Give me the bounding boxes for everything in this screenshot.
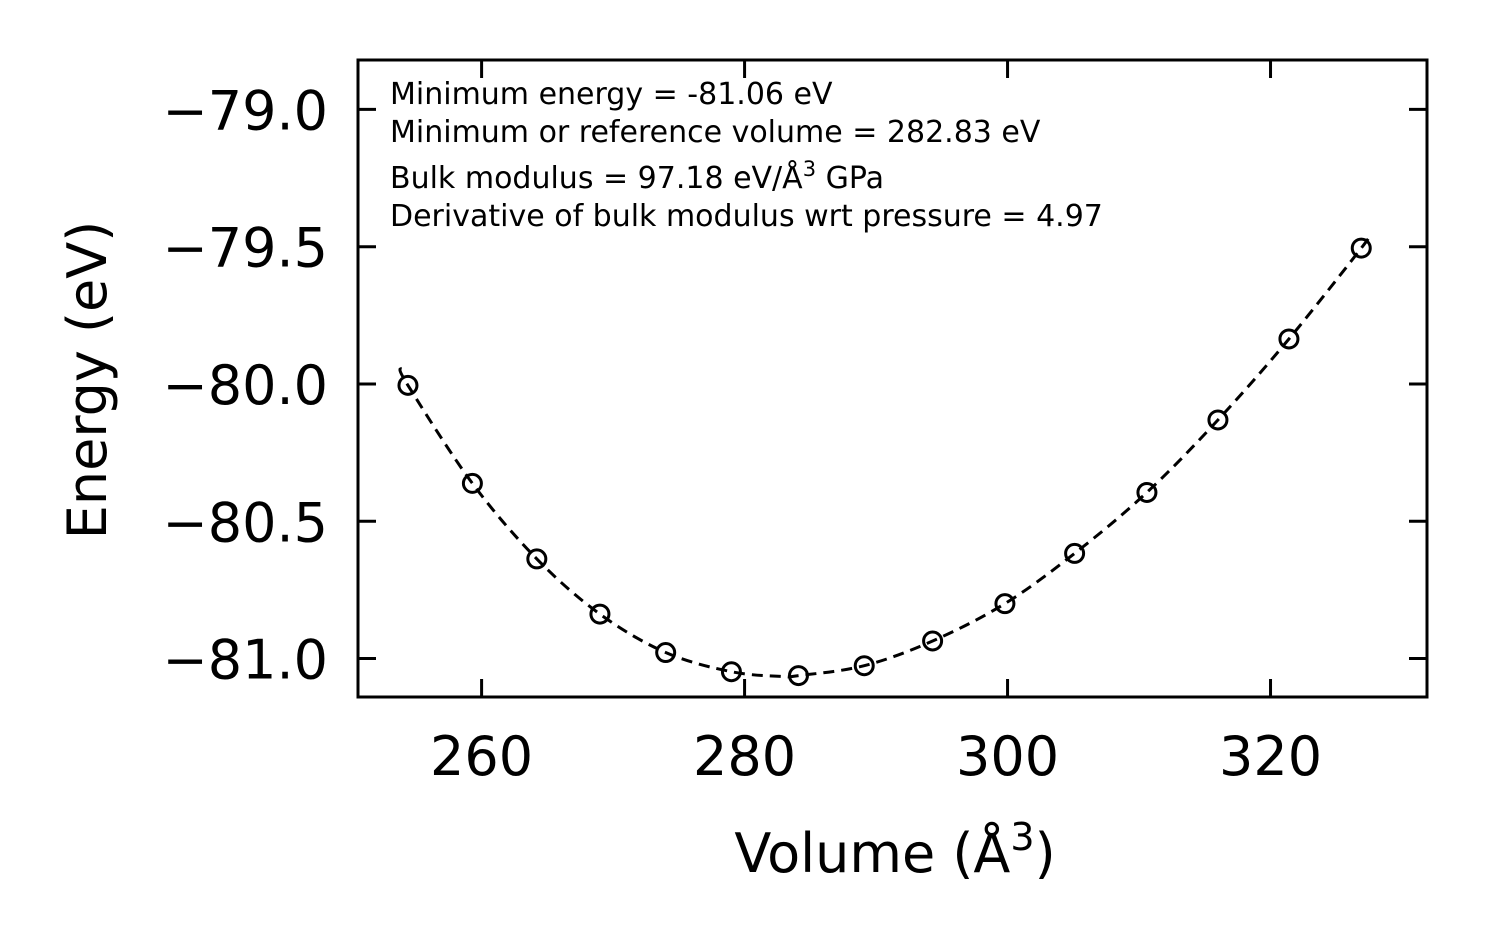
data-point [720,661,742,683]
y-ticks: −79.0 −79.5 −80.0 −80.5 −81.0 [163,79,1427,692]
data-point [787,665,809,687]
data-point [461,472,483,494]
annotation-bulk-derivative: Derivative of bulk modulus wrt pressure … [390,199,1103,234]
data-point [994,593,1016,615]
x-axis-title-text: Volume (Å [734,821,1010,885]
y-tick-label: −80.5 [163,491,328,554]
annotation-bulk-modulus-sup: 3 [803,157,816,181]
y-axis-title: Energy (eV) [56,221,119,540]
data-point [1350,237,1372,259]
data-point [526,548,548,570]
data-point [1136,481,1158,503]
x-axis-title: Volume (Å3) [734,815,1055,885]
annotation-min-volume: Minimum or reference volume = 282.83 eV [390,115,1041,150]
data-point [1278,328,1300,350]
data-point [1064,542,1086,564]
y-tick-label: −81.0 [163,629,328,692]
x-ticks: 260 280 300 320 [430,60,1322,788]
fit-curve-layer [398,234,1372,679]
x-tick-label: 320 [1219,725,1322,788]
x-tick-label: 280 [693,725,796,788]
data-point [397,374,419,396]
annotation-bulk-modulus-suffix: GPa [816,161,884,196]
y-tick-label: −79.5 [163,217,328,280]
data-point [655,642,677,664]
x-axis-title-sup: 3 [1010,815,1034,859]
x-tick-label: 300 [956,725,1059,788]
y-tick-label: −80.0 [163,354,328,417]
fit-curve [398,234,1372,679]
annotation-min-energy: Minimum energy = -81.06 eV [390,77,833,112]
data-points-layer [397,237,1372,687]
x-tick-label: 260 [430,725,533,788]
annotation-box: Minimum energy = -81.06 eV Minimum or re… [390,77,1103,234]
plot-frame [356,58,1429,699]
plot-area [358,60,1427,697]
y-tick-label: −79.0 [163,79,328,142]
data-point [1207,409,1229,431]
annotation-bulk-modulus: Bulk modulus = 97.18 eV/Å3 GPa [390,157,884,196]
annotation-bulk-modulus-text: Bulk modulus = 97.18 eV/Å [390,160,803,196]
x-axis-title-close: ) [1035,822,1056,885]
data-point [853,655,875,677]
data-point [589,603,611,625]
data-point [922,630,944,652]
